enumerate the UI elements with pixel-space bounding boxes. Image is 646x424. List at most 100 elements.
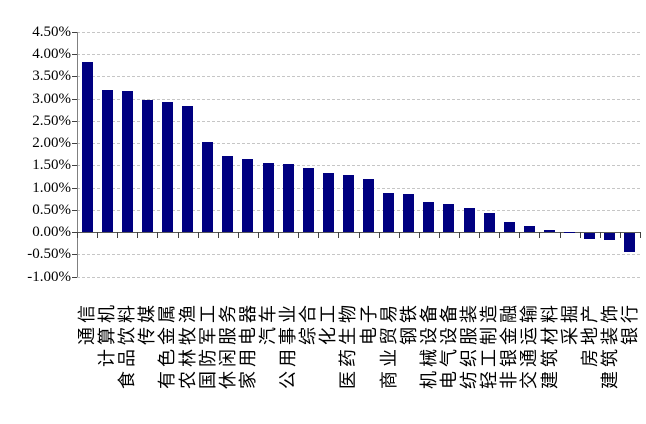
y-axis-tick-label: 3.50% — [32, 68, 71, 85]
x-axis-tick — [418, 232, 420, 238]
x-category-label: 综合 — [298, 301, 319, 345]
x-axis-tick — [579, 232, 581, 238]
bar — [604, 233, 616, 241]
bar — [342, 175, 354, 232]
y-axis-tick-label: 1.00% — [32, 179, 71, 196]
y-axis-tick — [72, 209, 77, 211]
y-axis-tick — [72, 98, 77, 100]
x-axis-tick — [499, 232, 501, 238]
y-axis-tick-label: 1.50% — [32, 157, 71, 174]
y-axis-tick — [72, 31, 77, 33]
gridline — [77, 209, 640, 211]
y-axis-tick-label: 4.50% — [32, 23, 71, 40]
x-axis-tick — [338, 232, 340, 238]
x-category-label: 纺织服装 — [459, 301, 480, 389]
gridline — [77, 76, 640, 78]
x-axis-tick — [479, 232, 481, 238]
x-category-label: 银行 — [619, 301, 640, 345]
x-axis-tick — [438, 232, 440, 238]
y-axis-tick — [72, 76, 77, 78]
y-axis-line — [77, 31, 78, 277]
y-axis-tick — [72, 254, 77, 256]
bar — [544, 229, 556, 232]
bar — [483, 213, 495, 232]
x-category-label: 交通运输 — [519, 301, 540, 389]
bar — [523, 225, 535, 232]
x-category-label: 机械设备 — [418, 301, 439, 389]
x-category-label: 商业贸易 — [378, 301, 399, 389]
x-axis-tick — [398, 232, 400, 238]
gridline — [77, 143, 640, 144]
x-axis-tick — [619, 232, 621, 238]
x-axis-tick — [177, 232, 179, 238]
x-axis-tick — [97, 232, 99, 238]
bar — [182, 105, 194, 232]
gridline — [77, 165, 640, 167]
x-category-label: 计算机 — [97, 301, 118, 367]
y-axis-tick-label: 0.50% — [32, 201, 71, 218]
y-axis-tick — [72, 165, 77, 167]
y-axis-tick-label: -0.50% — [27, 246, 71, 263]
bar — [202, 141, 214, 232]
x-category-label: 化工 — [318, 301, 339, 345]
x-category-label: 电气设备 — [438, 301, 459, 389]
gridline — [77, 254, 640, 256]
bar — [403, 194, 415, 232]
x-category-label: 电子 — [358, 301, 379, 345]
bar — [624, 233, 636, 252]
x-axis-tick — [197, 232, 199, 238]
x-category-label: 非银金融 — [499, 301, 520, 389]
x-axis-tick — [519, 232, 521, 238]
gridline — [77, 187, 640, 189]
bar — [383, 193, 395, 232]
bar — [302, 167, 314, 232]
y-axis-tick-label: 3.00% — [32, 90, 71, 107]
y-axis-tick-label: 2.50% — [32, 112, 71, 129]
x-axis-tick — [237, 232, 239, 238]
x-category-label: 汽车 — [258, 301, 279, 345]
y-axis-tick — [72, 143, 77, 144]
x-category-label: 建筑装饰 — [599, 301, 620, 389]
x-category-label: 轻工制造 — [479, 301, 500, 389]
bar — [282, 163, 294, 232]
bar — [161, 101, 173, 232]
x-category-label: 建筑材料 — [539, 301, 560, 389]
y-axis-tick-label: 2.00% — [32, 135, 71, 151]
x-axis-tick — [539, 232, 541, 238]
bar — [503, 221, 515, 232]
x-category-label: 房地产 — [579, 301, 600, 367]
x-axis-tick — [217, 232, 219, 238]
x-category-label: 传媒 — [137, 301, 158, 345]
y-axis-tick-label: 0.00% — [32, 224, 71, 240]
bar — [222, 156, 234, 232]
x-axis-tick — [298, 232, 300, 238]
x-category-label: 采掘 — [559, 301, 580, 345]
x-axis-tick — [599, 232, 601, 238]
bar — [463, 207, 475, 232]
x-axis-tick — [559, 232, 561, 238]
bar — [322, 172, 334, 232]
y-axis-tick-label: 4.00% — [32, 46, 71, 62]
bar — [423, 201, 435, 232]
x-axis-tick — [378, 232, 380, 238]
bar — [262, 163, 274, 232]
bar — [121, 90, 133, 232]
bar — [141, 99, 153, 232]
x-axis-tick — [459, 232, 461, 238]
y-axis-tick — [72, 54, 77, 55]
y-axis-tick — [72, 120, 77, 122]
x-category-label: 通信 — [77, 301, 98, 345]
gridline — [77, 276, 640, 278]
bar — [443, 203, 455, 232]
x-category-label: 家用电器 — [237, 301, 258, 389]
y-axis-tick-label: -1.00% — [27, 268, 71, 285]
bar — [81, 61, 93, 232]
x-category-label: 休闲服务 — [217, 301, 238, 389]
x-axis-tick — [257, 232, 259, 238]
x-axis-tick — [278, 232, 280, 238]
bar — [584, 233, 596, 240]
x-axis-tick — [640, 232, 641, 238]
x-axis-tick — [358, 232, 360, 238]
y-axis-tick — [72, 187, 77, 189]
